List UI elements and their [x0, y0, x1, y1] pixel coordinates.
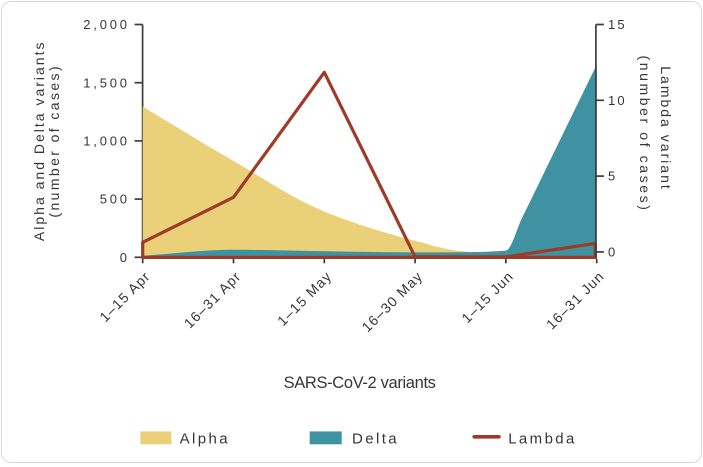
svg-text:1,000: 1,000 [83, 134, 130, 149]
svg-text:0: 0 [120, 250, 130, 265]
svg-text:15: 15 [608, 17, 627, 32]
svg-text:Lambda: Lambda [508, 431, 577, 448]
svg-text:SARS-CoV-2 variants: SARS-CoV-2 variants [284, 374, 436, 392]
svg-text:Alpha and Delta variants: Alpha and Delta variants [31, 41, 47, 242]
svg-text:1–15 May: 1–15 May [274, 268, 335, 329]
svg-text:1–15 Apr: 1–15 Apr [96, 268, 153, 325]
svg-text:16–31 Apr: 16–31 Apr [181, 268, 244, 331]
svg-text:0: 0 [608, 245, 617, 260]
svg-text:Delta: Delta [352, 431, 399, 448]
svg-text:16–30 May: 16–30 May [358, 268, 425, 335]
svg-text:(number of cases): (number of cases) [46, 64, 62, 218]
svg-text:(number of cases): (number of cases) [637, 55, 653, 212]
svg-text:1,500: 1,500 [83, 75, 130, 90]
svg-text:Alpha: Alpha [180, 431, 230, 448]
svg-text:16–31 Jun: 16–31 Jun [543, 268, 608, 333]
svg-text:10: 10 [608, 93, 627, 108]
svg-text:Lambda variant: Lambda variant [658, 66, 674, 191]
svg-text:1–15 Jun: 1–15 Jun [458, 268, 516, 326]
svg-text:5: 5 [608, 169, 617, 184]
svg-text:500: 500 [100, 192, 130, 207]
svg-text:2,000: 2,000 [83, 17, 130, 32]
